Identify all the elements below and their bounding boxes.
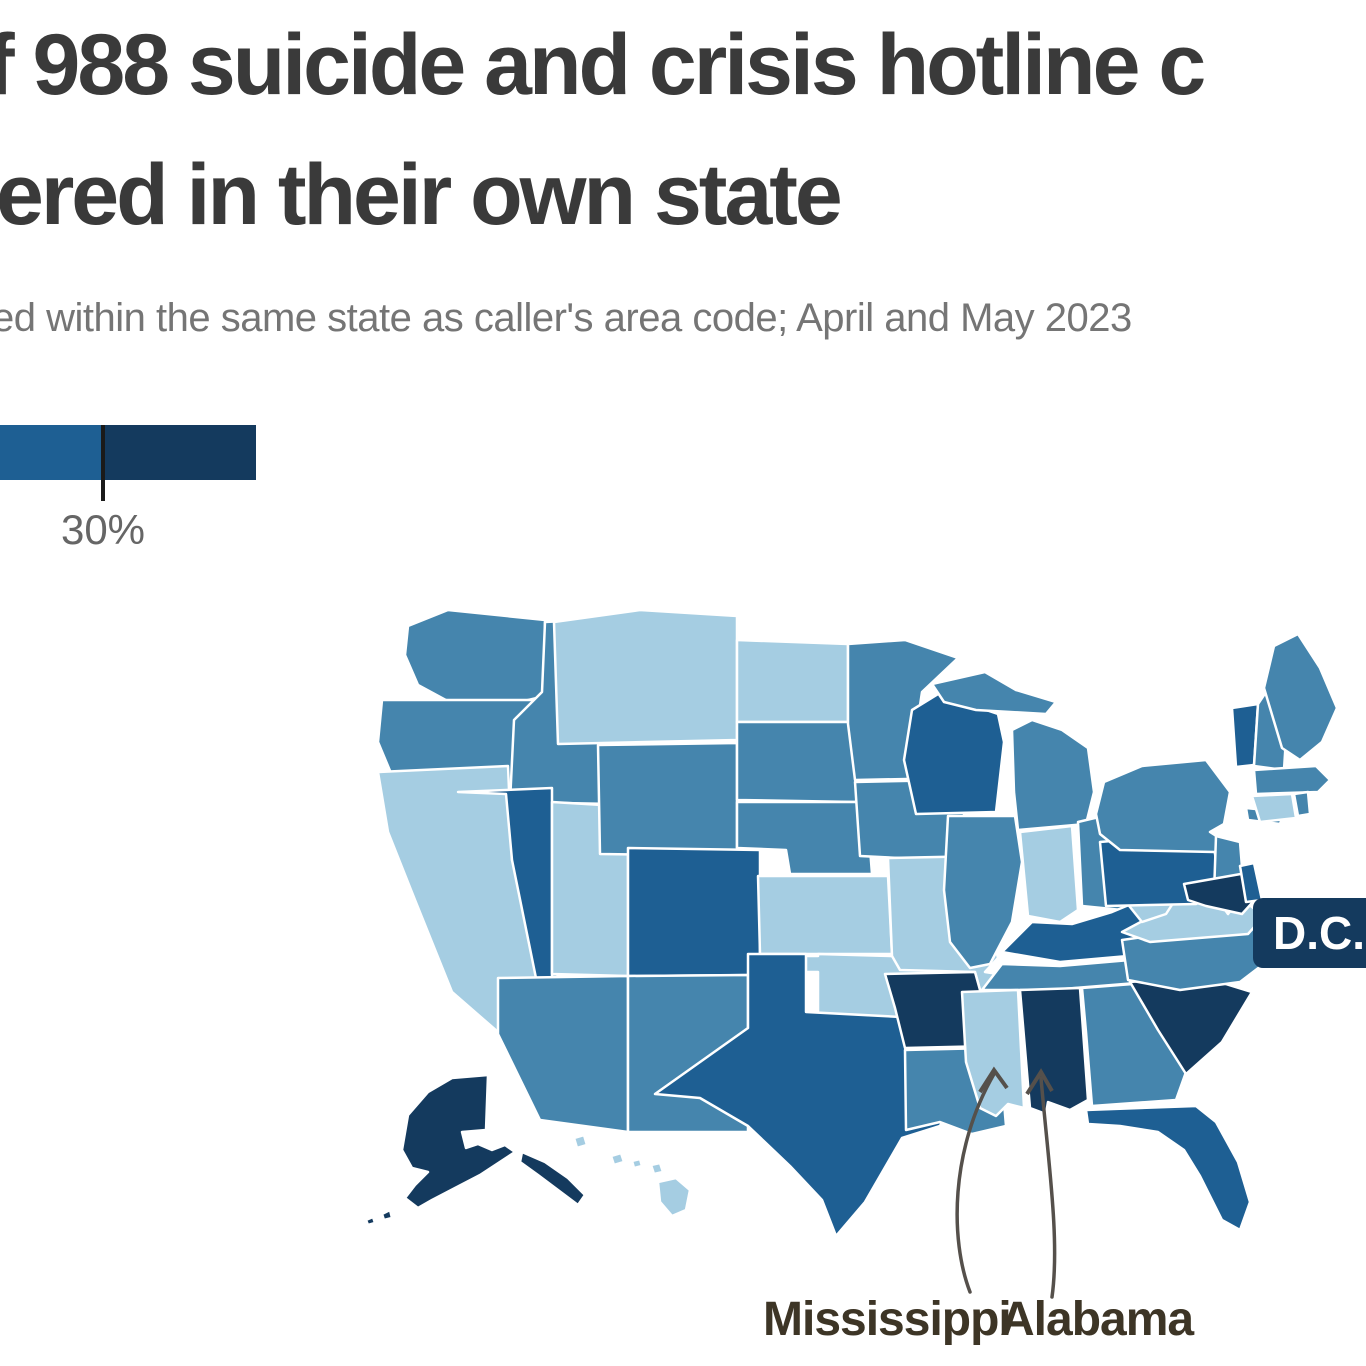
- legend-tick-mark: [101, 425, 105, 501]
- legend-segment-navy: [104, 425, 256, 480]
- state-IN[interactable]: [1018, 824, 1080, 924]
- state-MT[interactable]: [552, 608, 739, 746]
- state-ND[interactable]: [735, 638, 850, 724]
- mississippi-annotation-label: Mississippi: [763, 1293, 1012, 1346]
- alabama-arrowhead: [1025, 1068, 1054, 1096]
- mississippi-arrow: [955, 1072, 996, 1294]
- state-RI[interactable]: [1292, 790, 1312, 818]
- chart-subtitle: ed within the same state as caller's are…: [0, 296, 1132, 340]
- alabama-arrow: [1039, 1076, 1057, 1299]
- chart-title-line1: f 988 suicide and crisis hotline c: [0, 17, 1206, 113]
- us-choropleth-map: [364, 608, 1339, 1299]
- state-CT[interactable]: [1250, 792, 1298, 824]
- state-MI[interactable]: [930, 670, 1096, 832]
- state-CO[interactable]: [626, 846, 762, 978]
- legend-tick-label: 30%: [60, 506, 146, 553]
- color-scale-legend: [0, 425, 256, 480]
- state-HI[interactable]: [572, 1133, 692, 1218]
- chart-title-line2: ered in their own state: [0, 147, 843, 243]
- state-AK[interactable]: [364, 1073, 587, 1227]
- state-WI[interactable]: [902, 692, 1006, 816]
- mississippi-arrowhead: [978, 1066, 1009, 1094]
- state-AL[interactable]: [1018, 986, 1090, 1116]
- state-WY[interactable]: [596, 741, 739, 858]
- state-AZ[interactable]: [496, 974, 630, 1134]
- dc-label-badge: D.C.: [1253, 898, 1366, 968]
- state-FL[interactable]: [1084, 1104, 1252, 1232]
- legend-segment-dark: [0, 425, 104, 480]
- state-SD[interactable]: [735, 720, 862, 804]
- state-TX[interactable]: [653, 952, 968, 1238]
- annotation-arrows: [955, 1066, 1057, 1299]
- state-ME[interactable]: [1262, 632, 1339, 762]
- state-MS[interactable]: [960, 988, 1026, 1118]
- state-MA[interactable]: [1252, 764, 1332, 796]
- state-shapes: [364, 608, 1339, 1238]
- alabama-annotation-label: Alabama: [1000, 1293, 1194, 1346]
- state-WA[interactable]: [403, 608, 547, 707]
- state-IL[interactable]: [942, 814, 1024, 970]
- state-KS[interactable]: [756, 874, 894, 956]
